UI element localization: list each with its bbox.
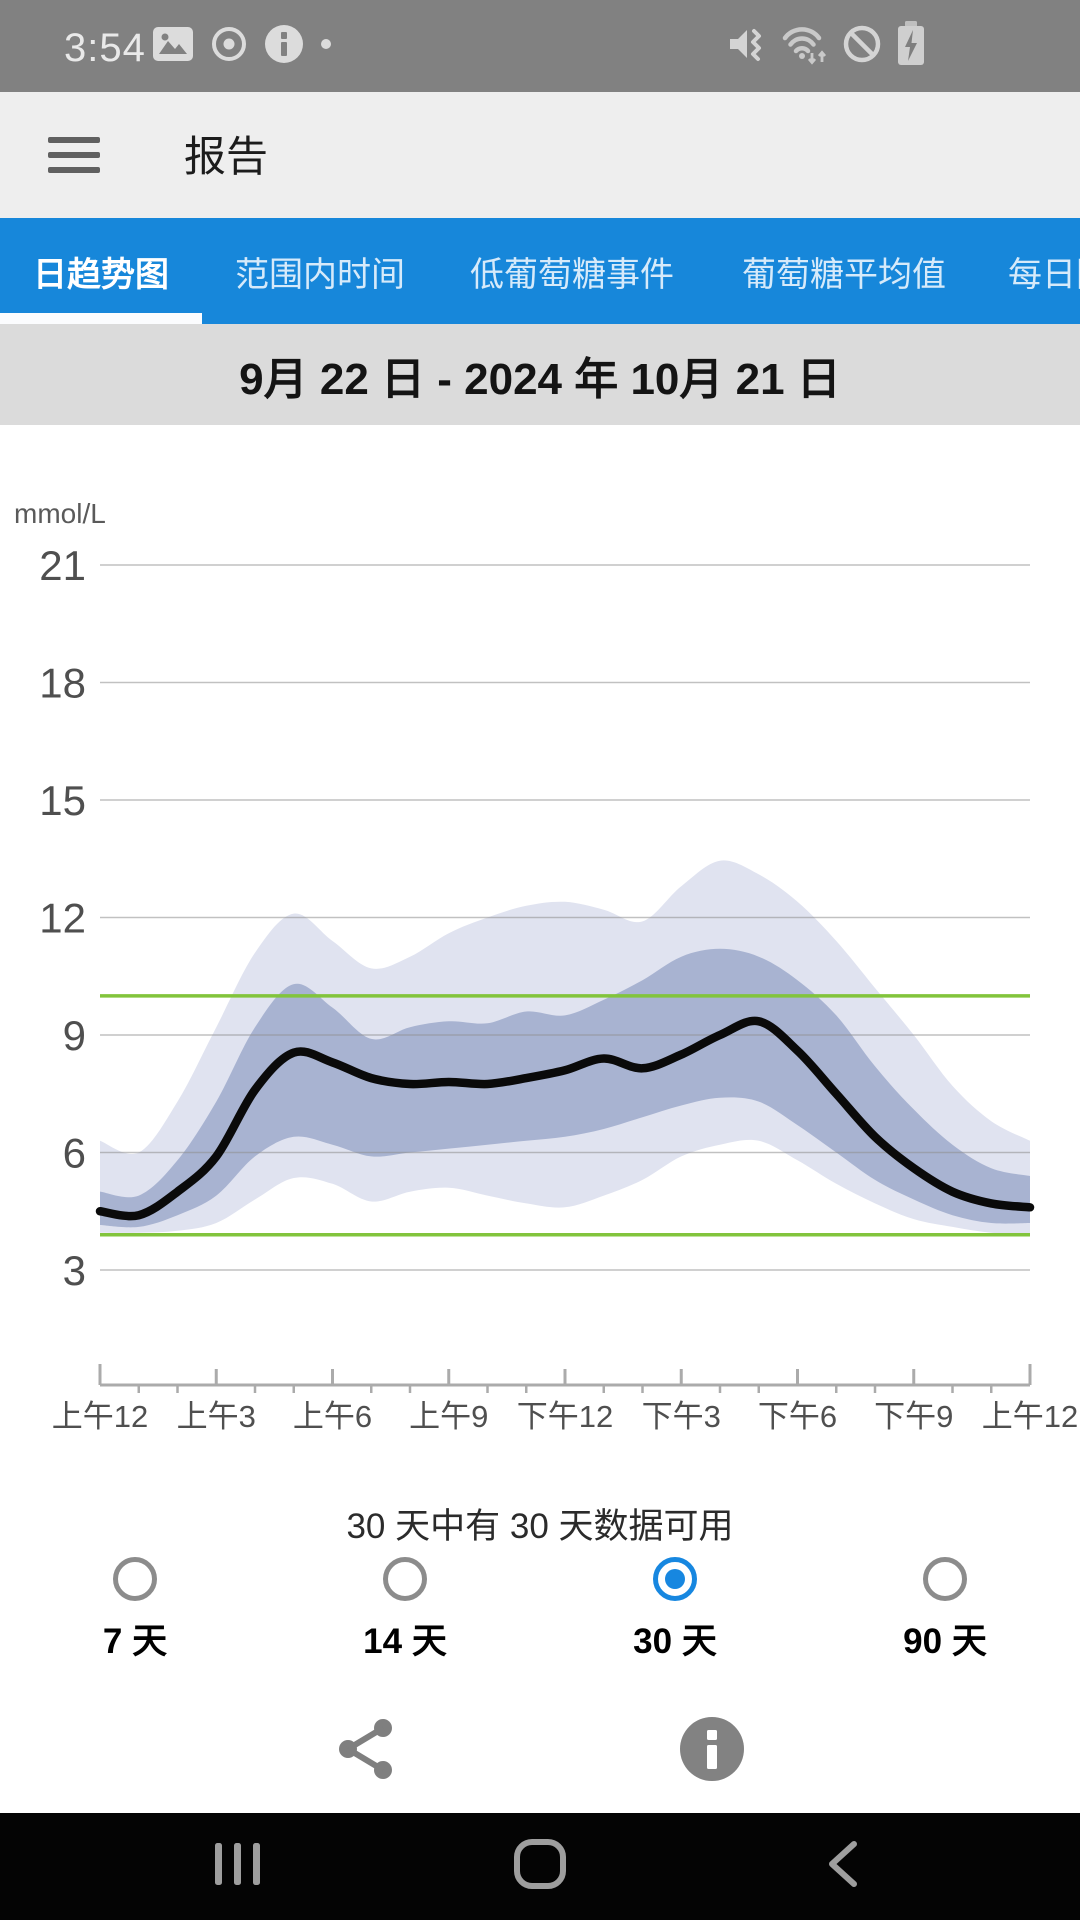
status-time: 3:54: [64, 26, 146, 70]
svg-text:下午6: 下午6: [758, 1399, 837, 1434]
period-option-90d[interactable]: 90 天: [810, 1557, 1080, 1692]
svg-text:上午6: 上午6: [293, 1399, 372, 1434]
svg-text:6: 6: [63, 1130, 86, 1177]
wifi-updown-icon: [780, 23, 828, 70]
period-option-14d[interactable]: 14 天: [270, 1557, 540, 1692]
info-notification-icon: [264, 24, 304, 69]
svg-text:18: 18: [39, 660, 86, 707]
image-notification-icon: [152, 26, 194, 67]
period-option-7d[interactable]: 7 天: [0, 1557, 270, 1692]
nav-back-button[interactable]: [783, 1813, 903, 1920]
info-button[interactable]: [679, 1716, 745, 1782]
back-icon: [819, 1838, 867, 1895]
date-range-bar: 9月 22 日 - 2024 年 10月 21 日: [0, 324, 1080, 425]
svg-text:下午12: 下午12: [517, 1399, 613, 1434]
period-label: 30 天: [633, 1622, 717, 1661]
system-status-icons: [726, 0, 926, 92]
radio-7d-icon: [113, 1557, 157, 1601]
period-label: 14 天: [363, 1622, 447, 1661]
svg-text:15: 15: [39, 777, 86, 824]
svg-text:下午3: 下午3: [642, 1399, 721, 1434]
share-icon: [335, 1719, 401, 1786]
notification-icons: [152, 0, 332, 92]
svg-text:上午9: 上午9: [409, 1399, 488, 1434]
period-label: 90 天: [903, 1622, 987, 1661]
more-notifications-dot-icon: [320, 37, 332, 55]
glucose-percentile-chart: 21 18 15 12 9 6 3 mmol/L 上午12 上午3 上午6 上午9 下午12 下午3 下午6…: [14, 498, 1078, 1434]
date-range-text: 9月 22 日 - 2024 年 10月 21 日: [239, 354, 841, 404]
svg-text:上午3: 上午3: [177, 1399, 256, 1434]
nav-home-button[interactable]: [480, 1813, 600, 1920]
svg-text:上午12: 上午12: [52, 1399, 148, 1434]
menu-button[interactable]: [48, 130, 100, 180]
disc-notification-icon: [210, 25, 248, 68]
radio-30d-icon: [653, 1557, 697, 1601]
period-option-30d[interactable]: 30 天: [540, 1557, 810, 1692]
android-nav-bar: [0, 1813, 1080, 1920]
tab-daily-patterns[interactable]: 每日图案: [1008, 255, 1080, 294]
tab-daily-trends[interactable]: 日趋势图: [0, 218, 202, 324]
page-title: 报告: [184, 133, 269, 180]
tab-low-glucose-events[interactable]: 低葡萄糖事件: [470, 255, 674, 294]
daily-trends-chart: 21 18 15 12 9 6 3 mmol/L 上午12 上午3 上午6 上午9 下午12 下午3 下午6…: [0, 425, 1080, 1460]
svg-text:上午12: 上午12: [982, 1399, 1078, 1434]
svg-text:mmol/L: mmol/L: [14, 498, 106, 529]
blocked-icon: [842, 24, 882, 69]
radio-90d-icon: [923, 1557, 967, 1601]
info-icon: [679, 1717, 745, 1786]
recents-icon: [212, 1840, 264, 1893]
home-icon: [512, 1838, 568, 1895]
period-label: 7 天: [102, 1622, 168, 1661]
tab-time-in-range[interactable]: 范围内时间: [235, 255, 405, 294]
svg-text:9: 9: [63, 1012, 86, 1059]
radio-14d-icon: [383, 1557, 427, 1601]
share-button[interactable]: [335, 1716, 401, 1782]
battery-charging-icon: [896, 20, 926, 72]
actions-row: [0, 1712, 1080, 1792]
svg-text:12: 12: [39, 895, 86, 942]
app-bar: 报告: [0, 92, 1080, 218]
tab-glucose-average[interactable]: 葡萄糖平均值: [742, 255, 946, 294]
svg-text:3: 3: [63, 1247, 86, 1294]
period-selector: 7 天 14 天 30 天 90 天: [0, 1557, 1080, 1692]
data-availability-text: 30 天中有 30 天数据可用: [346, 1507, 734, 1546]
hamburger-icon: [48, 137, 100, 143]
report-tab-bar: 日趋势图 范围内时间 低葡萄糖事件 葡萄糖平均值 每日图案: [0, 218, 1080, 324]
nav-recents-button[interactable]: [178, 1813, 298, 1920]
vibrate-muted-icon: [726, 24, 766, 69]
svg-text:21: 21: [39, 542, 86, 589]
status-bar: 3:54: [0, 0, 1080, 92]
svg-text:下午9: 下午9: [874, 1399, 953, 1434]
